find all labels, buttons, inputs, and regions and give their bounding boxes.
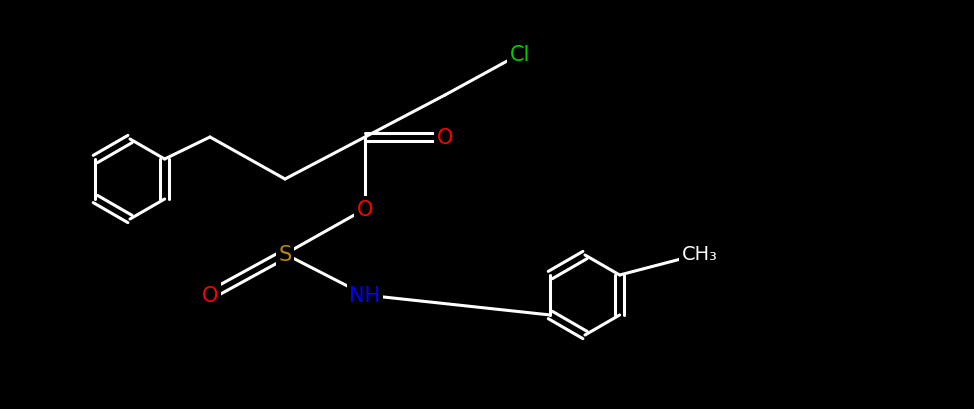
Text: O: O xyxy=(436,128,453,148)
Text: O: O xyxy=(356,200,373,220)
Text: CH₃: CH₃ xyxy=(682,245,718,264)
Text: Cl: Cl xyxy=(509,45,530,65)
Text: O: O xyxy=(202,285,218,305)
Text: S: S xyxy=(279,245,291,264)
Text: NH: NH xyxy=(350,285,381,305)
